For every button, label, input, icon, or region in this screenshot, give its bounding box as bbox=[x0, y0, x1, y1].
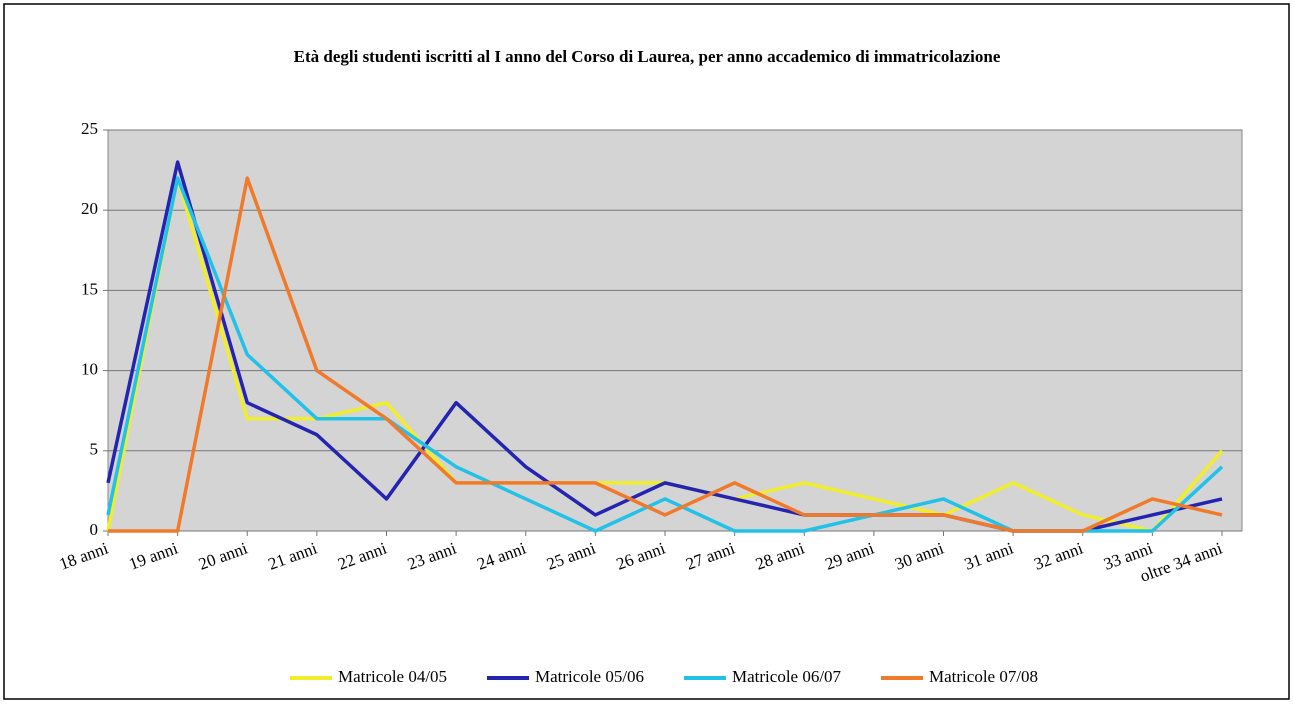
legend-label: Matricole 06/07 bbox=[732, 667, 842, 686]
plot-area bbox=[107, 129, 1243, 532]
y-tick-label: 5 bbox=[90, 440, 99, 459]
legend-label: Matricole 07/08 bbox=[929, 667, 1038, 686]
chart-title: Età degli studenti iscritti al I anno de… bbox=[294, 47, 1001, 66]
series-line bbox=[108, 176, 1223, 533]
legend-label: Matricole 04/05 bbox=[338, 667, 447, 686]
y-tick-label: 20 bbox=[81, 199, 98, 218]
y-tick-label: 15 bbox=[81, 279, 98, 298]
y-tick-label: 0 bbox=[90, 520, 99, 539]
y-tick-label: 10 bbox=[81, 360, 98, 379]
y-tick-label: 25 bbox=[81, 119, 98, 138]
legend-label: Matricole 05/06 bbox=[535, 667, 644, 686]
